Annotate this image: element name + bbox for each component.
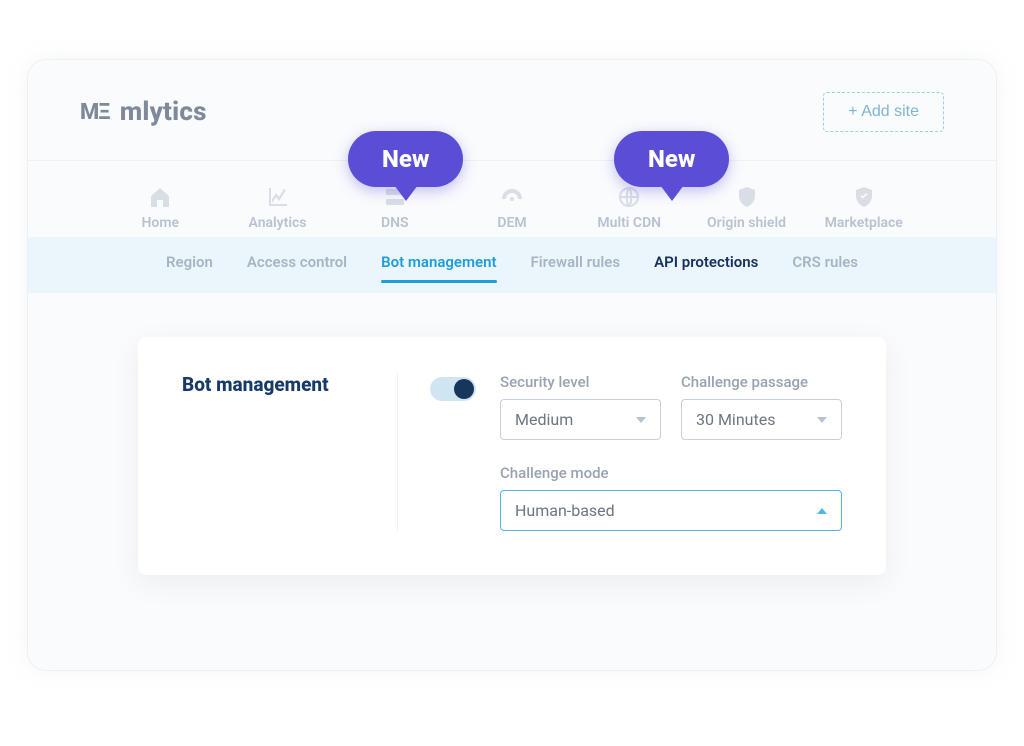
new-badge-bot-management: New	[348, 131, 463, 187]
gauge-icon	[500, 185, 524, 209]
main-nav: Home Analytics DNS DEM Multi CDN Origin …	[28, 161, 996, 237]
brand-name: mlytics	[120, 97, 207, 127]
chevron-down-icon	[817, 417, 827, 423]
challenge-mode-value: Human-based	[515, 501, 615, 520]
bot-management-card: Bot management Security level Medium Cha…	[138, 337, 886, 575]
challenge-mode-label: Challenge mode	[500, 464, 842, 482]
challenge-passage-select[interactable]: 30 Minutes	[681, 399, 842, 440]
card-title: Bot management	[182, 373, 373, 396]
nav-label: DEM	[497, 215, 526, 231]
chevron-up-icon	[817, 508, 827, 514]
nav-label: Origin shield	[707, 215, 786, 231]
home-icon	[148, 185, 172, 209]
security-level-value: Medium	[515, 410, 573, 429]
globe-icon	[617, 185, 641, 209]
topbar: MΞ mlytics + Add site	[28, 60, 996, 161]
toggle-knob	[454, 379, 474, 399]
nav-analytics[interactable]: Analytics	[233, 185, 323, 231]
nav-origin-shield[interactable]: Origin shield	[702, 185, 792, 231]
card-sidebar: Bot management	[182, 373, 397, 531]
chevron-down-icon	[636, 417, 646, 423]
nav-home[interactable]: Home	[115, 185, 205, 231]
bot-management-toggle[interactable]	[430, 377, 476, 401]
nav-label: Multi CDN	[597, 215, 661, 231]
subnav-bot-management[interactable]: Bot management	[381, 253, 496, 281]
shield-icon	[735, 185, 759, 209]
sub-nav: Region Access control Bot management Fir…	[28, 237, 996, 293]
security-level-label: Security level	[500, 373, 661, 391]
nav-label: DNS	[381, 215, 409, 231]
subnav-access-control[interactable]: Access control	[247, 253, 347, 281]
app-window: MΞ mlytics + Add site Home Analytics DNS…	[28, 60, 996, 670]
security-level-field: Security level Medium	[500, 373, 661, 440]
challenge-passage-value: 30 Minutes	[696, 410, 775, 429]
shield-check-icon	[852, 185, 876, 209]
card-content: Security level Medium Challenge passage …	[397, 373, 842, 531]
nav-label: Analytics	[249, 215, 307, 231]
subnav-crs-rules[interactable]: CRS rules	[792, 253, 858, 281]
challenge-passage-field: Challenge passage 30 Minutes	[681, 373, 842, 440]
brand-logo-icon: MΞ	[80, 100, 110, 125]
chart-icon	[266, 185, 290, 209]
new-badge-api-protections: New	[614, 131, 729, 187]
subnav-region[interactable]: Region	[166, 253, 213, 281]
badge-label: New	[382, 145, 429, 173]
nav-label: Home	[141, 215, 179, 231]
nav-label: Marketplace	[825, 215, 903, 231]
challenge-passage-label: Challenge passage	[681, 373, 842, 391]
subnav-api-protections[interactable]: API protections	[654, 253, 758, 281]
add-site-button[interactable]: + Add site	[823, 92, 944, 132]
nav-marketplace[interactable]: Marketplace	[819, 185, 909, 231]
challenge-mode-field: Challenge mode Human-based	[500, 464, 842, 531]
brand: MΞ mlytics	[80, 97, 207, 127]
subnav-firewall-rules[interactable]: Firewall rules	[531, 253, 621, 281]
nav-dem[interactable]: DEM	[467, 185, 557, 231]
challenge-mode-select[interactable]: Human-based	[500, 490, 842, 531]
badge-label: New	[648, 145, 695, 173]
security-level-select[interactable]: Medium	[500, 399, 661, 440]
